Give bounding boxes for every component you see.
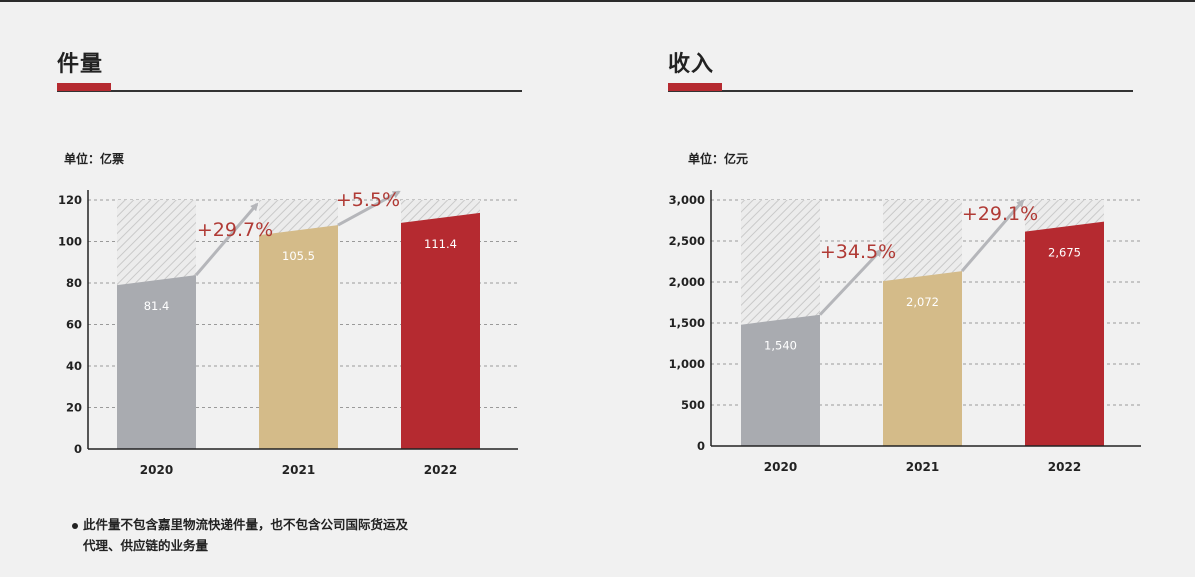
x-tick-label: 2020 [764, 460, 797, 474]
y-tick-label: 1,500 [669, 316, 705, 330]
y-tick-label: 100 [58, 235, 82, 249]
bar-2021 [883, 271, 962, 446]
bar-hatch-2020 [117, 200, 196, 287]
growth-label: +29.1% [962, 203, 1038, 225]
growth-label: +34.5% [820, 241, 896, 263]
footnote-line-1: 此件量不包含嘉里物流快递件量，也不包含公司国际货运及 [83, 517, 409, 532]
panel-title-volume: 件量 [57, 52, 104, 77]
y-tick-label: 500 [681, 398, 705, 412]
bar-2020 [117, 275, 196, 449]
growth-arrow [960, 199, 1025, 273]
footnote-line-2: 代理、供应链的业务量 [83, 538, 209, 553]
y-tick-label: 120 [58, 193, 82, 207]
y-tick-label: 60 [66, 318, 82, 332]
growth-label: +29.7% [197, 219, 273, 241]
x-tick-label: 2022 [1048, 460, 1081, 474]
y-tick-label: 2,000 [669, 275, 705, 289]
growth-arrow [818, 248, 883, 316]
bar-hatch-2020 [741, 200, 820, 326]
data-label: 2,675 [1048, 246, 1081, 260]
y-tick-label: 40 [66, 359, 82, 373]
y-tick-label: 1,000 [669, 357, 705, 371]
y-tick-label: 0 [74, 442, 82, 456]
x-tick-label: 2020 [140, 463, 173, 477]
x-tick-label: 2021 [282, 463, 315, 477]
unit-label-revenue: 单位：亿元 [688, 152, 749, 166]
title-accent-volume [57, 83, 111, 91]
y-tick-label: 20 [66, 401, 82, 415]
unit-label-volume: 单位：亿票 [64, 152, 125, 166]
growth-arrow [337, 190, 401, 227]
y-tick-label: 0 [697, 439, 705, 453]
bar-2022 [1025, 221, 1104, 446]
bar-2021 [259, 225, 338, 449]
bar-2022 [401, 212, 480, 449]
volume-chart: 0 20 40 60 80 100 120 81.4 2020 105.5 2021 111.4 202… [58, 189, 518, 477]
footnote: 此件量不包含嘉里物流快递件量，也不包含公司国际货运及 代理、供应链的业务量 [72, 514, 502, 556]
bullet-icon [72, 522, 78, 529]
x-tick-label: 2022 [424, 463, 457, 477]
growth-arrow [194, 202, 259, 277]
bar-2020 [741, 314, 820, 446]
title-accent-revenue [668, 83, 722, 91]
data-label: 81.4 [144, 299, 170, 313]
title-rule-revenue [668, 90, 1133, 92]
x-tick-label: 2021 [906, 460, 939, 474]
data-label: 2,072 [906, 295, 939, 309]
bar-hatch-2021 [883, 200, 962, 283]
y-tick-label: 3,000 [669, 193, 705, 207]
y-tick-label: 80 [66, 276, 82, 290]
y-tick-label: 2,500 [669, 234, 705, 248]
title-rule-volume [57, 90, 522, 92]
revenue-chart: 0 500 1,000 1,500 2,000 2,500 3,000 1,540 2020 2,… [669, 190, 1141, 474]
growth-label: +5.5% [336, 189, 400, 211]
data-label: 1,540 [764, 339, 797, 353]
panel-title-revenue: 收入 [668, 52, 715, 77]
data-label: 111.4 [424, 237, 457, 251]
data-label: 105.5 [282, 249, 315, 263]
